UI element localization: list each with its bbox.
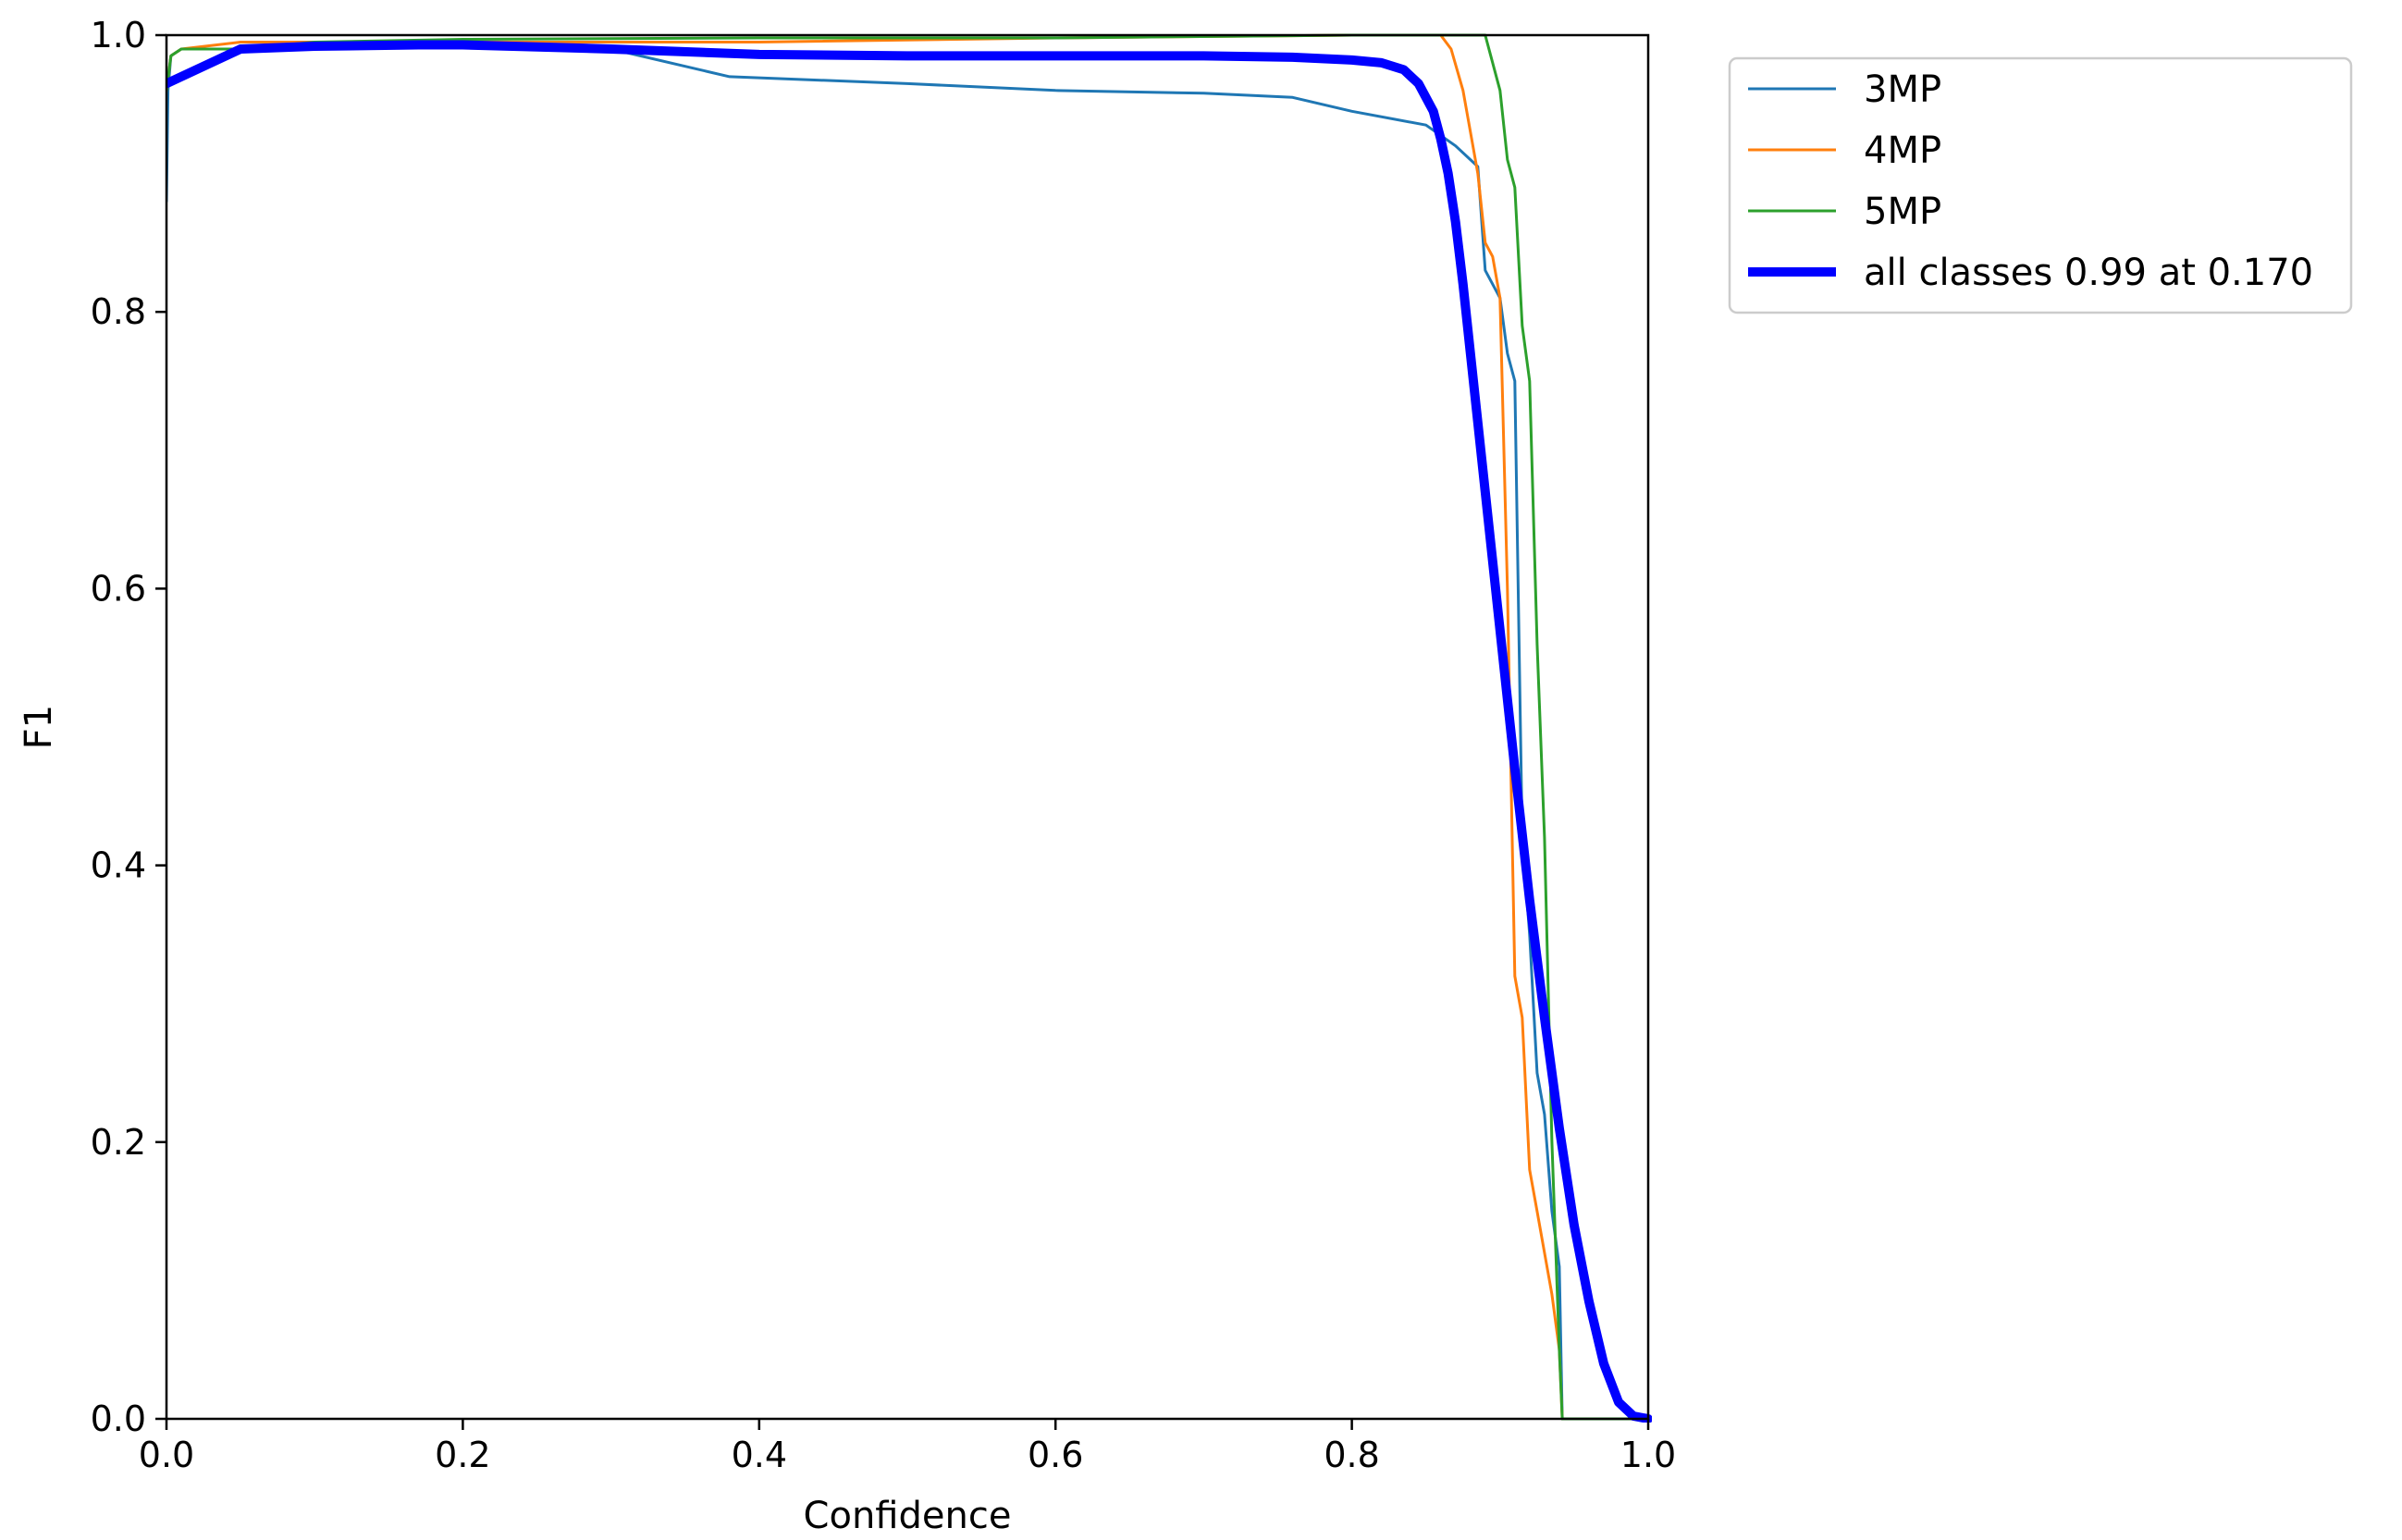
x-tick-label: 0.4 <box>732 1435 787 1475</box>
y-tick-label: 0.4 <box>91 845 146 886</box>
y-tick-label: 0.6 <box>91 568 146 609</box>
x-axis-ticks: 0.0 0.2 0.4 0.6 0.8 1.0 <box>139 1419 1676 1475</box>
x-axis-label: Confidence <box>804 1495 1012 1537</box>
series-layer <box>166 33 1652 1423</box>
y-axis-label: F1 <box>18 705 60 749</box>
plot-frame <box>165 33 1650 1421</box>
legend-label: all classes 0.99 at 0.170 <box>1864 252 2313 294</box>
x-tick-label: 0.8 <box>1324 1435 1379 1475</box>
legend-label: 4MP <box>1864 129 1941 172</box>
legend: 3MP 4MP 5MP all classes 0.99 at 0.170 <box>1728 56 2353 314</box>
plot-area <box>165 33 1652 1423</box>
y-tick-label: 1.0 <box>91 15 146 55</box>
y-tick-label: 0.0 <box>91 1398 146 1439</box>
x-tick-label: 0.0 <box>139 1435 194 1475</box>
x-tick-label: 0.6 <box>1028 1435 1083 1475</box>
y-tick-label: 0.8 <box>91 291 146 332</box>
legend-frame <box>1728 56 2353 314</box>
y-axis-ticks: 0.0 0.2 0.4 0.6 0.8 1.0 <box>91 15 166 1439</box>
plot-background <box>166 35 1648 1419</box>
legend-label: 3MP <box>1864 68 1941 111</box>
y-tick-label: 0.2 <box>91 1122 146 1163</box>
x-tick-label: 0.2 <box>435 1435 490 1475</box>
x-tick-label: 1.0 <box>1620 1435 1676 1475</box>
series-line-all-classes-0-99-at-0-170 <box>166 40 1652 1423</box>
legend-label: 5MP <box>1864 191 1941 233</box>
